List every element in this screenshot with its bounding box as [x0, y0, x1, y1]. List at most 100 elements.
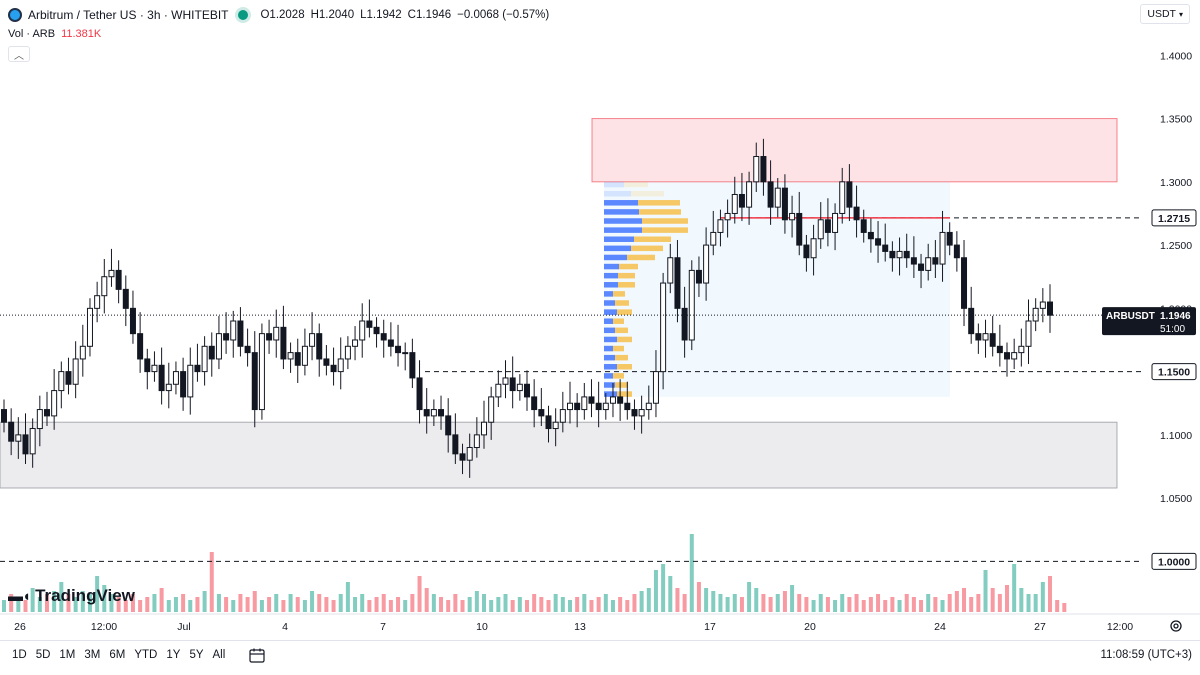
timeframe-all[interactable]: All [212, 649, 226, 661]
candle-body [452, 434, 459, 455]
volume-bar [868, 597, 873, 612]
volume-bar [897, 600, 902, 612]
bottom-toolbar: 1D 5D 1M 3M 6M YTD 1Y 5Y All 11:08:59 (UTC+3) [0, 640, 1200, 675]
candle-body [58, 371, 65, 392]
volume-bar [73, 597, 78, 612]
price-tick-label: 1.1000 [1160, 430, 1192, 442]
collapse-legend-button[interactable]: ︿ [8, 46, 30, 62]
timeframe-1y[interactable]: 1Y [166, 649, 181, 661]
candle-body [101, 276, 108, 297]
zone-support [0, 421, 1118, 489]
candle-body [660, 282, 667, 373]
volume-bar [109, 594, 114, 612]
candle-body [896, 250, 903, 259]
volume-profile-bar [604, 391, 617, 397]
volume-bar [933, 597, 938, 612]
tradingview-watermark[interactable]: ▬◖ TradingView [8, 586, 135, 606]
volume-bar [489, 600, 494, 612]
candle-body [889, 250, 896, 259]
volume-bar [1012, 564, 1017, 612]
candle-body [982, 333, 989, 341]
volume-bar [661, 564, 666, 612]
countdown-value: 51:00 [1160, 324, 1185, 335]
candle-body [1047, 301, 1053, 316]
time-tick-label: 27 [1034, 621, 1046, 633]
volume-bar [575, 597, 580, 612]
candle-body [1018, 345, 1025, 354]
candle-body [409, 352, 416, 379]
volume-bar [30, 588, 35, 612]
price-tick-label: 1.0500 [1160, 493, 1192, 505]
volume-profile-bar [631, 245, 663, 252]
timeframe-5d[interactable]: 5D [35, 649, 51, 661]
price-tick-label: 1.4000 [1160, 50, 1192, 62]
candle-body [832, 212, 839, 233]
level-label-box [1151, 363, 1197, 381]
low-value: L1.1942 [360, 9, 402, 21]
volume-bar [202, 591, 207, 612]
timeframe-3m[interactable]: 3M [84, 649, 101, 661]
candle-body [194, 364, 201, 373]
calendar-range-icon[interactable] [248, 647, 266, 665]
candle-body [8, 421, 15, 442]
volume-bar [546, 600, 551, 612]
candle-body [1039, 301, 1046, 309]
volume-bar [259, 600, 264, 612]
candle-body [796, 212, 803, 246]
volume-bar [582, 594, 587, 612]
candle-body [380, 333, 387, 341]
level-label-box [1151, 209, 1197, 227]
volume-bar [969, 597, 974, 612]
clock-display[interactable]: 11:08:59 (UTC+3) [1100, 649, 1192, 661]
volume-profile-bar [604, 181, 624, 188]
candle-body [430, 409, 437, 417]
volume-bar [195, 597, 200, 612]
currency-selector[interactable]: USDT ▾ [1140, 4, 1190, 24]
candle-body [559, 409, 566, 423]
candle-body [359, 320, 366, 341]
volume-profile-bar [604, 364, 617, 370]
time-tick-label: 4 [282, 621, 288, 633]
gear-icon[interactable] [1169, 619, 1183, 633]
volume-bar [532, 594, 537, 612]
volume-bar [231, 600, 236, 612]
candle-body [395, 345, 402, 354]
timeframe-6m[interactable]: 6M [109, 649, 126, 661]
volume-bar [904, 594, 909, 612]
candle-body [774, 187, 781, 208]
time-tick-label: 26 [14, 621, 26, 633]
candle-body [115, 269, 122, 290]
candle-body [352, 339, 359, 347]
time-tick-label: 17 [704, 621, 716, 633]
volume-profile-bar [604, 263, 619, 270]
timeframe-5y[interactable]: 5Y [189, 649, 204, 661]
volume-bar [890, 597, 895, 612]
volume-legend[interactable]: Vol · ARB 11.381K [8, 28, 101, 40]
candle-body [746, 181, 753, 208]
time-tick-label: 24 [934, 621, 946, 633]
candle-body [803, 244, 810, 259]
candle-body [953, 244, 960, 259]
candle-body [323, 358, 330, 366]
arbitrum-logo-icon [8, 8, 22, 22]
volume-bar [317, 594, 322, 612]
chart-area[interactable]: 1.40001.35001.30001.25001.20001.15001.10… [0, 0, 1200, 640]
volume-bar [940, 600, 945, 612]
timeframe-1m[interactable]: 1M [59, 649, 76, 661]
price-tick-label: 1.3000 [1160, 177, 1192, 189]
candle-body [1, 409, 7, 423]
time-tick-label: 13 [574, 621, 586, 633]
volume-bar [138, 600, 143, 612]
timeframe-ytd[interactable]: YTD [134, 649, 158, 661]
volume-bar [840, 594, 845, 612]
volume-bar [747, 582, 752, 612]
volume-bar [990, 588, 995, 612]
volume-profile-bar [604, 236, 634, 242]
candle-body [925, 257, 932, 271]
candle-body [366, 320, 373, 328]
symbol-title[interactable]: Arbitrum / Tether US · 3h · WHITEBIT [28, 8, 229, 22]
timeframe-1d[interactable]: 1D [12, 649, 27, 661]
volume-bar [596, 597, 601, 612]
volume-profile-bar [604, 327, 615, 334]
volume-bar [181, 594, 186, 612]
